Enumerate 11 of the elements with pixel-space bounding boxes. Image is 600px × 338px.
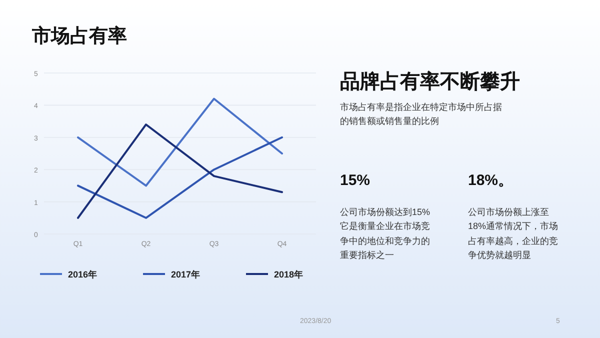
text: 公司市场份额达到15%它是衡量企业在市场竞争中的地位和竞争力的重要指标之一 — [340, 206, 432, 262]
text: 15% — [340, 172, 370, 190]
text: 公司市场份额上涨至18%通常情况下，市场占有率越高，企业的竞争优势就越明显 — [468, 206, 560, 262]
text: 市场占有率是指企业在特定市场中所占据的销售额或销售量的比例 — [340, 101, 503, 128]
legend-label: 2017年 — [171, 270, 200, 280]
legend-label: 2016年 — [68, 270, 98, 280]
legend-label: 2018年 — [274, 270, 304, 280]
text: 18%。 — [468, 172, 514, 190]
line-series — [77, 98, 283, 187]
chart-title: 市场占有率 — [32, 26, 127, 49]
text: 品牌占有率不断攀升 — [340, 70, 520, 94]
